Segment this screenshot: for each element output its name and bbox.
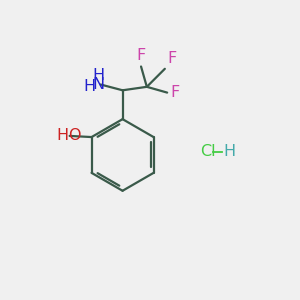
Text: F: F [170, 85, 179, 100]
Text: Cl: Cl [200, 144, 216, 159]
Text: H: H [223, 144, 235, 159]
Text: H: H [92, 68, 104, 83]
Text: H: H [56, 128, 68, 143]
Text: N: N [92, 77, 104, 92]
Text: H: H [83, 79, 96, 94]
Text: F: F [136, 48, 146, 63]
Text: O: O [68, 128, 81, 143]
Text: F: F [167, 52, 176, 67]
